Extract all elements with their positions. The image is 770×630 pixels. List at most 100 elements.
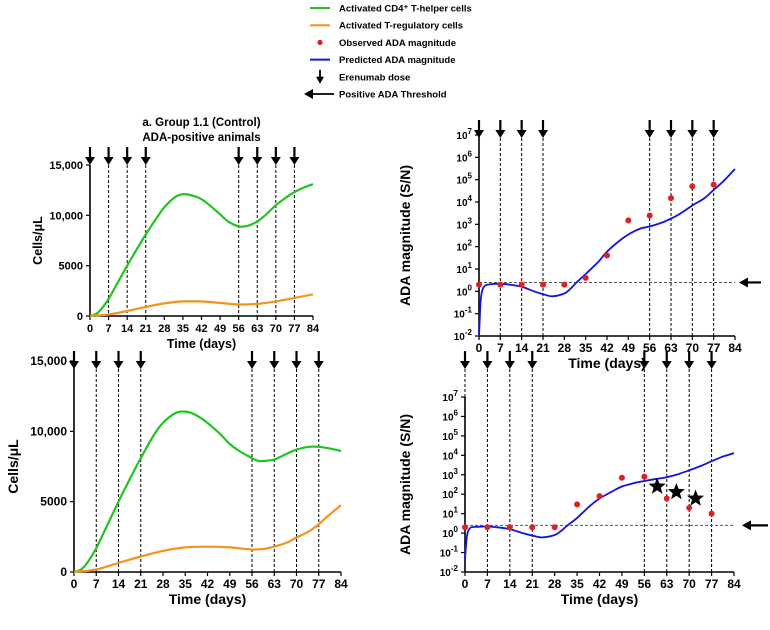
x-tick-label: 0 (87, 323, 93, 335)
y-tick-label: 10,000 (30, 424, 67, 438)
legend-down-arrow-icon (316, 69, 324, 84)
chart-subtitle: ADA-positive animals (142, 132, 260, 144)
y-tick-base: 10 (440, 568, 452, 579)
y-tick-exponent: -1 (451, 545, 459, 554)
x-tick-label: 77 (288, 323, 300, 335)
x-tick-label: 70 (686, 341, 700, 355)
star-marker-icon (667, 483, 685, 500)
x-tick-label: 42 (195, 323, 207, 335)
observed-ada-point (710, 181, 717, 188)
x-tick-label: 7 (497, 341, 504, 355)
y-tick-base: 10 (442, 412, 454, 423)
x-tick-label: 7 (106, 323, 112, 335)
y-tick-base: 10 (456, 287, 468, 298)
observed-ada-point (551, 524, 558, 531)
observed-ada-point (596, 493, 603, 500)
dose-down-arrow-icon (270, 147, 281, 165)
dose-down-arrow-icon (661, 351, 672, 369)
dose-down-arrow-icon (91, 351, 102, 369)
observed-ada-point (625, 217, 632, 224)
y-tick-base: 10 (440, 549, 452, 560)
observed-ada-point (646, 212, 653, 219)
y-tick-label: 15,000 (30, 354, 67, 368)
x-tick-label: 21 (134, 577, 148, 591)
y-tick-base: 10 (442, 451, 454, 462)
y-tick-label: 101 (456, 261, 472, 276)
y-tick-exponent: -2 (465, 328, 473, 337)
y-tick-label: 106 (442, 408, 458, 423)
predicted-ada-line (478, 168, 736, 337)
x-axis-label: Time (days) (561, 591, 639, 607)
threshold-left-arrow-icon (742, 520, 768, 531)
threshold-left-arrow-icon (739, 277, 761, 288)
y-tick-exponent: 3 (468, 216, 473, 225)
x-tick-label: 49 (615, 577, 629, 591)
dose-down-arrow-icon (684, 351, 695, 369)
y-tick-label: 105 (442, 428, 458, 443)
dose-down-arrow-icon (269, 351, 280, 369)
observed-ada-point (529, 524, 536, 531)
y-tick-base: 10 (456, 220, 468, 231)
series-line-cd4 (73, 410, 342, 574)
y-tick-label: 10-1 (440, 545, 459, 560)
y-tick-exponent: 6 (468, 149, 473, 158)
legend-item: Predicted ADA magnitude (310, 55, 455, 66)
legend-item: Activated CD4⁺ T-helper cells (310, 4, 472, 15)
x-tick-label: 14 (515, 341, 529, 355)
y-tick-label: 0 (77, 311, 83, 323)
x-axis-label: Time (days) (169, 591, 247, 607)
x-tick-label: 49 (622, 341, 636, 355)
y-tick-label: 15,000 (49, 160, 83, 172)
y-tick-label: 100 (442, 525, 458, 540)
x-tick-label: 63 (268, 577, 282, 591)
legend-dot-marker (317, 39, 323, 46)
x-tick-label: 0 (462, 577, 469, 591)
y-tick-base: 10 (456, 176, 468, 187)
dose-down-arrow-icon (644, 120, 655, 138)
dose-down-arrow-icon (113, 351, 124, 369)
dose-down-arrow-icon (687, 120, 698, 138)
observed-ada-point (663, 495, 670, 502)
x-tick-label: 56 (643, 341, 657, 355)
y-tick-base: 10 (456, 243, 468, 254)
y-tick-exponent: -2 (451, 564, 459, 573)
x-tick-label: 14 (121, 323, 134, 335)
y-tick-exponent: 0 (454, 525, 459, 534)
y-tick-base: 10 (442, 529, 454, 540)
observed-ada-point (540, 281, 546, 288)
y-tick-label: 10-2 (440, 564, 459, 579)
x-tick-label: 7 (484, 577, 491, 591)
x-tick-label: 7 (93, 577, 100, 591)
x-tick-label: 84 (307, 323, 320, 335)
x-tick-label: 0 (476, 341, 483, 355)
dose-down-arrow-icon (538, 120, 548, 138)
chart-panel-tl: a. Group 1.1 (Control) ADA-positive anima… (31, 117, 320, 351)
y-tick-label: 5000 (59, 261, 83, 273)
observed-ada-point (476, 281, 482, 288)
legend-item: Positive ADA Threshold (304, 89, 447, 101)
y-tick-label: 102 (456, 239, 472, 254)
legend-label: Activated T-regulatory cells (339, 21, 463, 32)
x-tick-label: 28 (548, 577, 562, 591)
chart-panels: a. Group 1.1 (Control) ADA-positive anima… (5, 117, 768, 607)
dose-down-arrow-icon (122, 147, 133, 165)
x-tick-label: 70 (290, 577, 304, 591)
observed-ada-point (708, 510, 715, 517)
x-tick-label: 21 (526, 577, 540, 591)
dose-down-arrow-icon (527, 351, 538, 369)
x-tick-label: 70 (682, 577, 696, 591)
y-tick-label: 5000 (40, 495, 67, 509)
y-axis-label: Cells/μL (5, 439, 21, 494)
dose-down-arrow-icon (504, 351, 515, 369)
dose-down-arrow-icon (313, 351, 324, 369)
y-tick-base: 10 (442, 432, 454, 443)
x-tick-label: 21 (536, 341, 550, 355)
observed-ada-point (686, 504, 693, 511)
x-tick-label: 63 (660, 577, 674, 591)
dose-down-arrow-icon (85, 147, 95, 165)
x-tick-label: 49 (214, 323, 226, 335)
legend: Activated CD4⁺ T-helper cells Activated T… (304, 4, 472, 101)
